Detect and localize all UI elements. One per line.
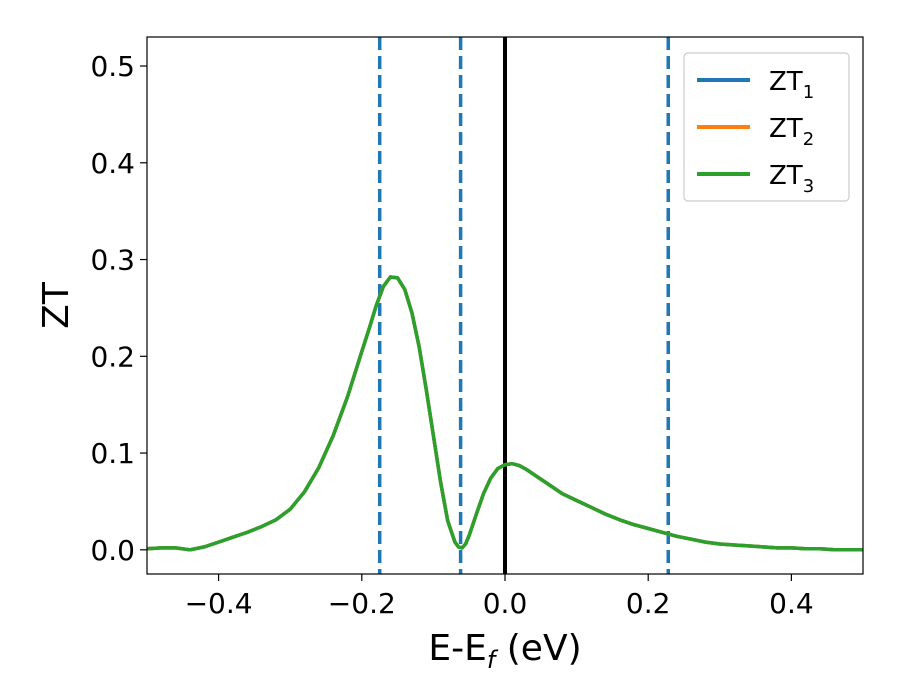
x-axis-title-suffix: (eV) [495,628,581,669]
x-tick-label: 0.4 [769,587,814,620]
legend-label-zt2: ZT2 [769,114,814,150]
y-tick-label: 0.3 [90,244,135,277]
y-tick-label: 0.4 [90,147,135,180]
y-tick-label: 0.2 [90,340,135,373]
legend-label-zt3: ZT3 [769,161,814,197]
y-axis-title: ZT [36,281,77,329]
legend-box [683,52,850,202]
y-tick-label: 0.1 [90,437,135,470]
legend: ZT1 ZT2 ZT3 [683,52,850,202]
y-axis: 0.0 0.1 0.2 0.3 0.4 0.5 [90,50,147,567]
vertical-reference-lines [377,37,670,574]
series-layer [147,275,863,552]
legend-label-zt1: ZT1 [769,67,814,103]
x-tick-label: 0.2 [626,587,671,620]
x-tick-label: 0.0 [483,587,528,620]
y-tick-label: 0.5 [90,50,135,83]
x-axis-title: E-Ef (eV) [428,628,581,674]
series-line-zt3 [147,275,863,552]
x-tick-label: −0.4 [185,587,253,620]
x-axis: −0.4 −0.2 0.0 0.2 0.4 [185,574,814,620]
x-tick-label: −0.2 [328,587,396,620]
y-tick-label: 0.0 [90,534,135,567]
x-axis-title-main: E-E [428,628,486,669]
